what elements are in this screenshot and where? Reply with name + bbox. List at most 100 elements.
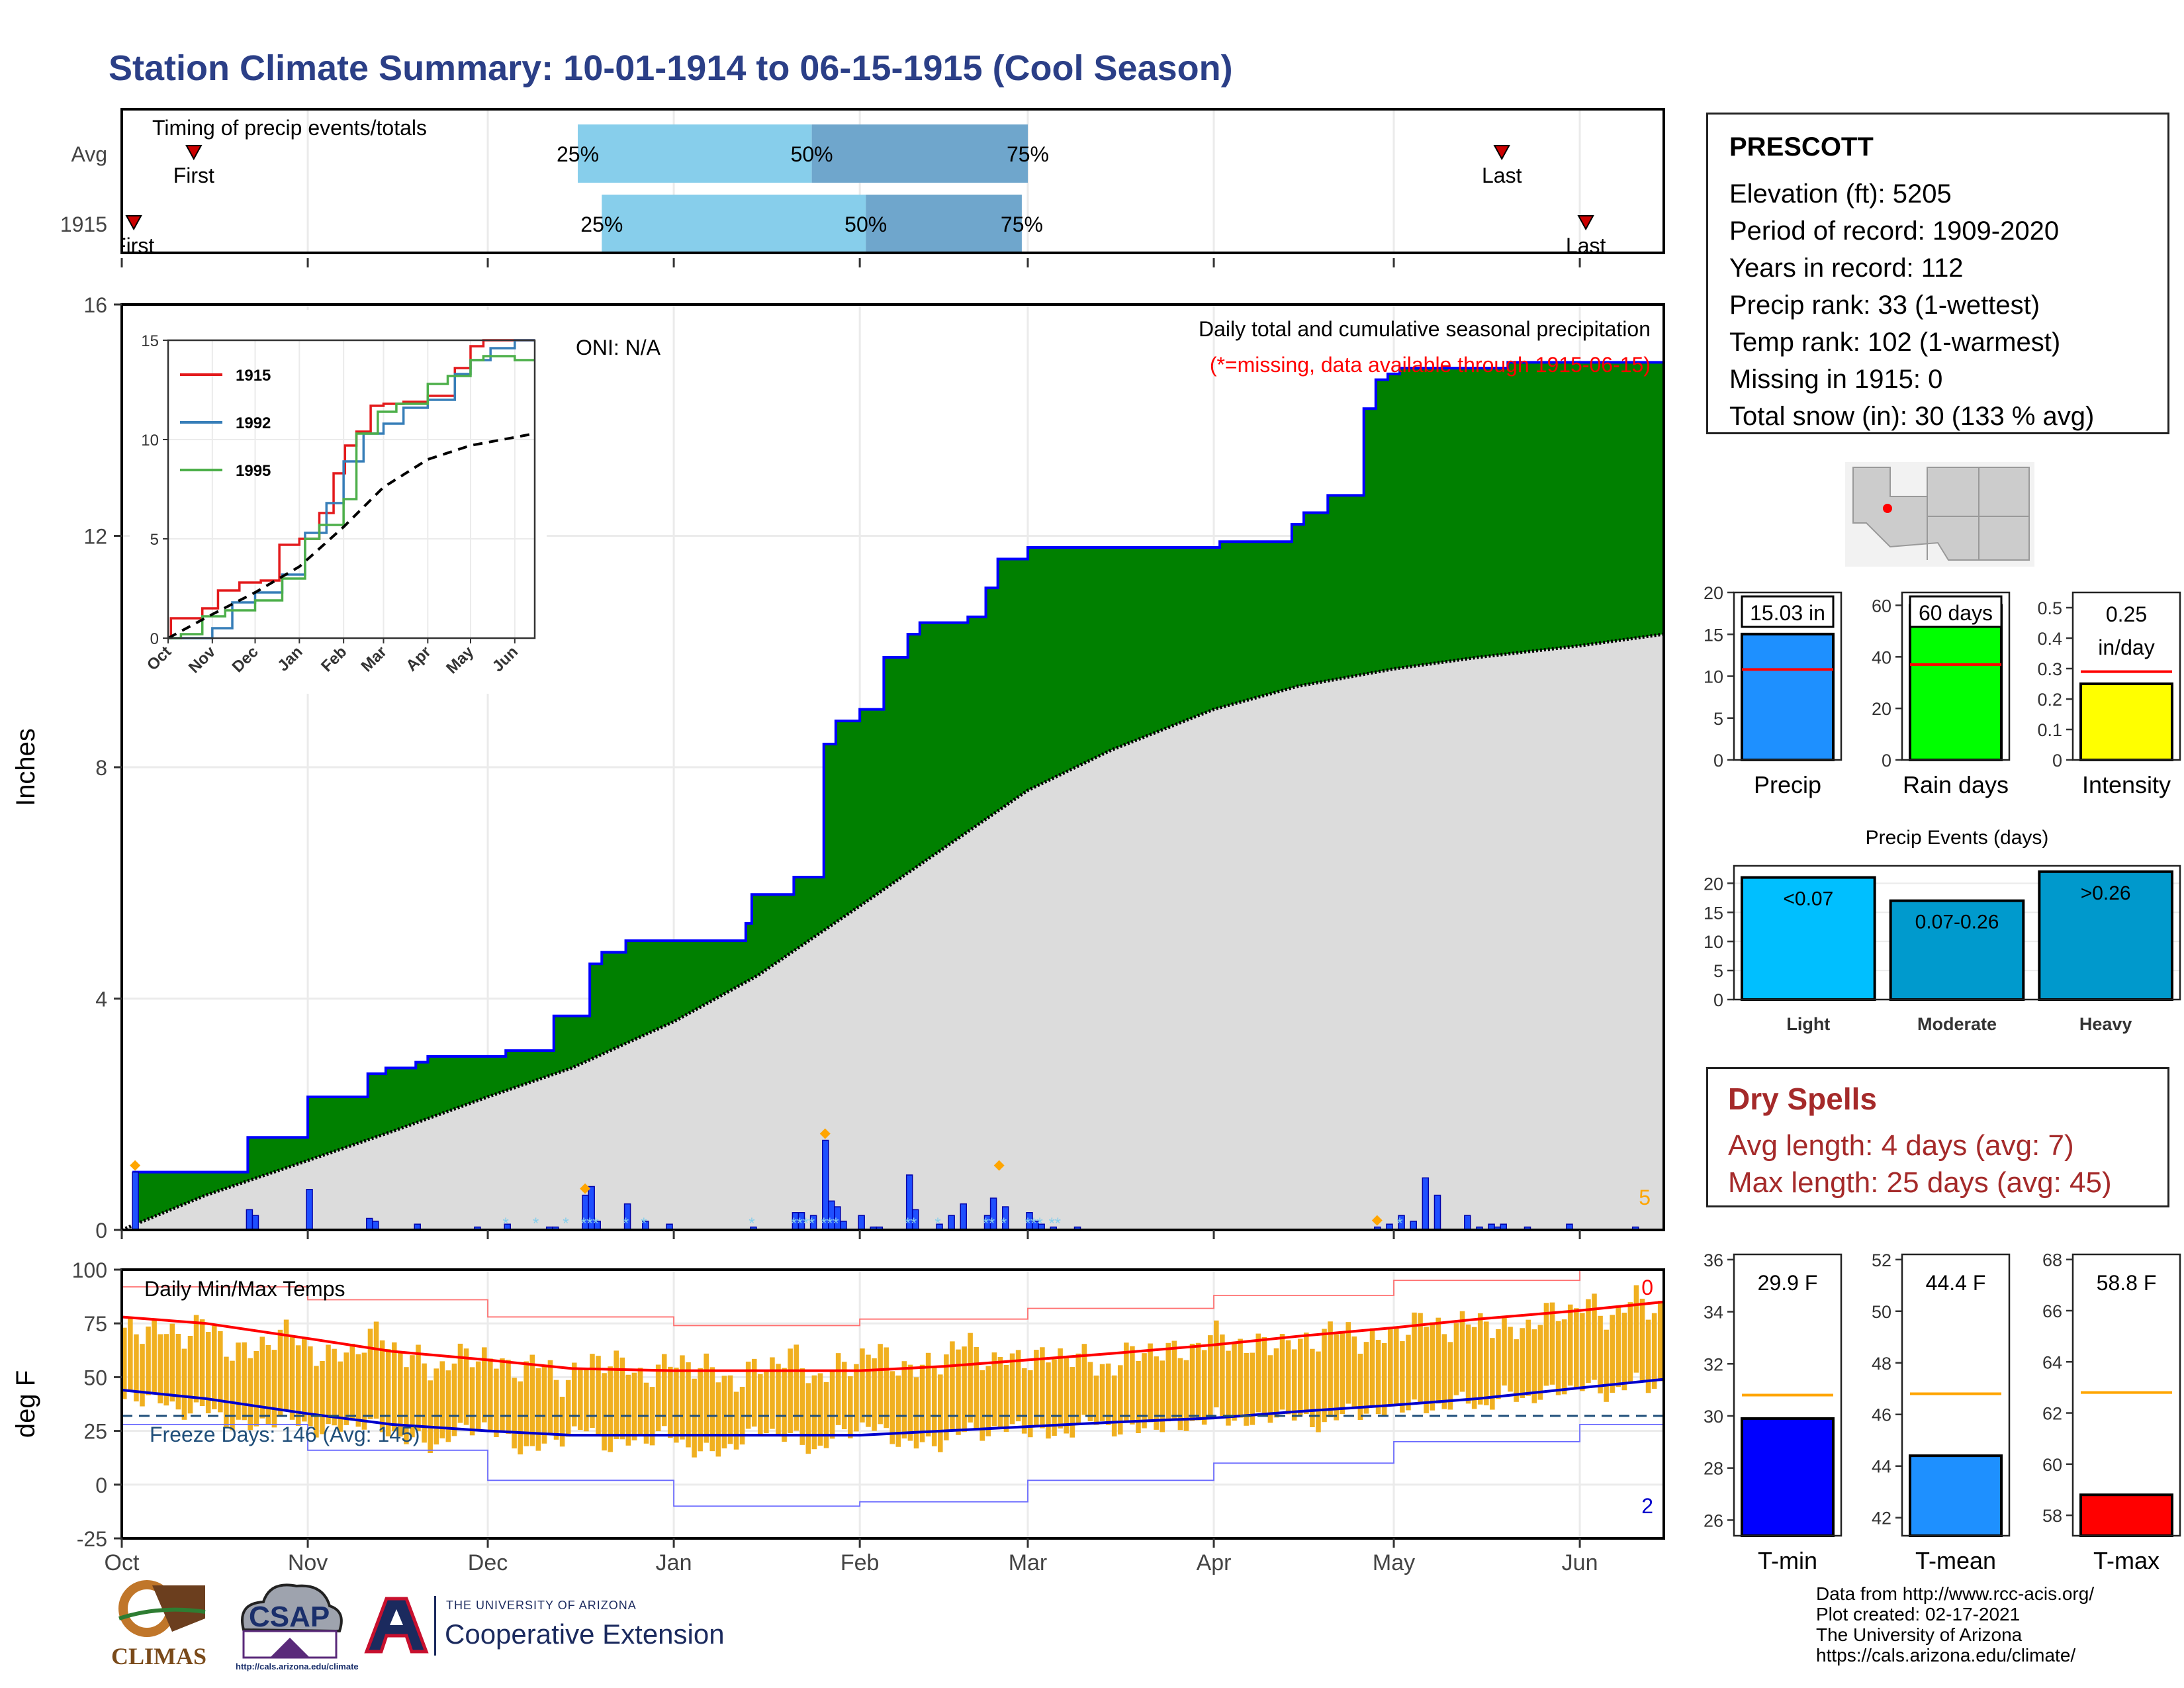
daily-temp-bar xyxy=(1375,1340,1381,1415)
daily-temp-bar xyxy=(410,1355,415,1438)
events-ytick-label: 15 xyxy=(1704,903,1723,923)
summary-ytick-label: 48 xyxy=(1872,1354,1891,1374)
daily-temp-bar xyxy=(361,1352,367,1430)
daily-temp-bar xyxy=(1412,1312,1417,1400)
daily-temp-bar xyxy=(349,1343,355,1419)
daily-temp-bar xyxy=(301,1338,307,1422)
temp-ytick-label: 0 xyxy=(95,1474,107,1497)
summary-ytick-label: 60 xyxy=(2042,1455,2062,1475)
first-event-label: First xyxy=(173,164,214,187)
daily-temp-bar xyxy=(709,1367,715,1452)
daily-temp-bar xyxy=(619,1357,625,1440)
daily-temp-bar xyxy=(956,1349,961,1435)
summary-panel-frame xyxy=(1733,1253,1843,1537)
timing-q25-q50-bar xyxy=(578,124,812,183)
daily-temp-bar xyxy=(1531,1329,1537,1403)
daily-temp-bar xyxy=(584,1368,589,1432)
daily-precip-bar xyxy=(1422,1177,1430,1231)
events-chart: Precip Events (days) 0 5 10 15 20 <0.07 Light 0.… xyxy=(1704,827,2181,1034)
summary-ytick-label: 40 xyxy=(1872,647,1891,667)
event-bar-label: >0.26 xyxy=(2081,882,2131,904)
summary-ytick-label: 68 xyxy=(2042,1250,2062,1270)
daily-temp-bar xyxy=(1543,1303,1549,1386)
footer-line: The University of Arizona xyxy=(1816,1624,2023,1645)
summary-panel-frame xyxy=(2071,591,2181,761)
precip-subtitle: (*=missing, data available through 1915-… xyxy=(1210,353,1651,377)
snow-marker: * xyxy=(1036,1215,1042,1233)
daily-temp-bar xyxy=(1363,1342,1369,1414)
temp-xtick-label: Nov xyxy=(288,1550,328,1575)
daily-temp-bar xyxy=(1009,1353,1015,1425)
daily-temp-bar xyxy=(1328,1321,1333,1417)
snow-marker: * xyxy=(533,1215,539,1233)
daily-temp-bar xyxy=(733,1391,739,1450)
ua-logo[interactable]: THE UNIVERSITY OF ARIZONA Cooperative Ex… xyxy=(360,1592,744,1665)
csap-logo[interactable]: CSAP http://cals.arizona.edu/climate xyxy=(230,1577,359,1676)
daily-temp-bar xyxy=(974,1346,979,1429)
station-line: Elevation (ft): 5205 xyxy=(1729,179,1952,209)
daily-temp-bar xyxy=(841,1362,847,1430)
precip-ytick-label: 4 xyxy=(95,988,107,1011)
daily-temp-bar xyxy=(1525,1319,1531,1396)
daily-precip-bar xyxy=(858,1215,865,1231)
timing-row-label: 1915 xyxy=(60,212,107,236)
event-bar xyxy=(2038,870,2173,1001)
daily-temp-bar xyxy=(1189,1343,1195,1421)
daily-temp-bar xyxy=(404,1367,409,1444)
inset-legend-label: 1995 xyxy=(236,462,271,480)
daily-temp-bar xyxy=(698,1368,703,1452)
daily-temp-bar xyxy=(1537,1325,1543,1400)
daily-temp-bar xyxy=(872,1358,877,1431)
summary-ytick-label: 66 xyxy=(2042,1301,2062,1321)
daily-temp-bar xyxy=(481,1347,487,1423)
daily-temp-bar xyxy=(829,1371,835,1439)
average-cumulative-area xyxy=(122,634,1664,1230)
daily-temp-bar xyxy=(764,1370,769,1434)
daily-temp-bar xyxy=(1304,1333,1309,1415)
climas-logo[interactable]: CLIMAS xyxy=(106,1579,218,1671)
timing-row-label: Avg xyxy=(71,142,107,166)
daily-temp-bar xyxy=(1250,1352,1255,1425)
daily-temp-bar xyxy=(1394,1327,1399,1405)
snow-marker: * xyxy=(803,1215,809,1233)
last-event-marker xyxy=(1493,145,1510,161)
footer-line: Plot created: 02-17-2021 xyxy=(1816,1604,2021,1624)
daily-temp-bar xyxy=(1387,1328,1393,1406)
daily-temp-bar xyxy=(253,1350,259,1427)
daily-temp-bar xyxy=(457,1343,463,1423)
daily-temp-bar xyxy=(1075,1353,1081,1425)
daily-temp-bar xyxy=(416,1344,421,1432)
inset-ytick-label: 10 xyxy=(141,432,159,449)
summary-bar xyxy=(2079,1493,2173,1538)
record-min-line xyxy=(122,1415,1664,1507)
daily-temp-bar xyxy=(320,1360,325,1434)
daily-temp-bar xyxy=(686,1362,691,1448)
daily-temp-bar xyxy=(265,1344,271,1425)
summary-value-box xyxy=(1909,595,2003,628)
daily-temp-bar xyxy=(1471,1327,1477,1409)
daily-temp-bar xyxy=(1645,1319,1651,1393)
daily-temp-bar xyxy=(1291,1349,1297,1421)
daily-temp-bar xyxy=(218,1331,223,1413)
ua-line1: THE UNIVERSITY OF ARIZONA xyxy=(446,1599,637,1612)
daily-temp-bar xyxy=(571,1362,577,1427)
temp-xtick-label: May xyxy=(1373,1550,1415,1575)
daily-temp-bar xyxy=(931,1366,937,1446)
daily-temp-bar xyxy=(146,1326,151,1395)
daily-temp-bar xyxy=(140,1344,145,1407)
daily-temp-bar xyxy=(889,1371,895,1444)
temp-xtick-label: Jun xyxy=(1562,1550,1598,1575)
daily-temp-bar xyxy=(1610,1315,1615,1393)
temp-xtick-label: Dec xyxy=(468,1550,508,1575)
summary-ytick-label: 0.2 xyxy=(2037,690,2062,710)
ua-a-icon xyxy=(364,1597,429,1654)
daily-temp-bar xyxy=(1441,1334,1447,1409)
daily-temp-bar xyxy=(236,1342,241,1420)
snow-marker: * xyxy=(809,1215,815,1233)
daily-temp-bar xyxy=(661,1354,667,1427)
daily-temp-bar xyxy=(295,1345,301,1426)
daily-temp-bar xyxy=(799,1368,805,1445)
daily-temp-bar xyxy=(1459,1311,1465,1392)
daily-temp-bar xyxy=(211,1325,217,1409)
daily-precip-bar xyxy=(246,1209,253,1231)
